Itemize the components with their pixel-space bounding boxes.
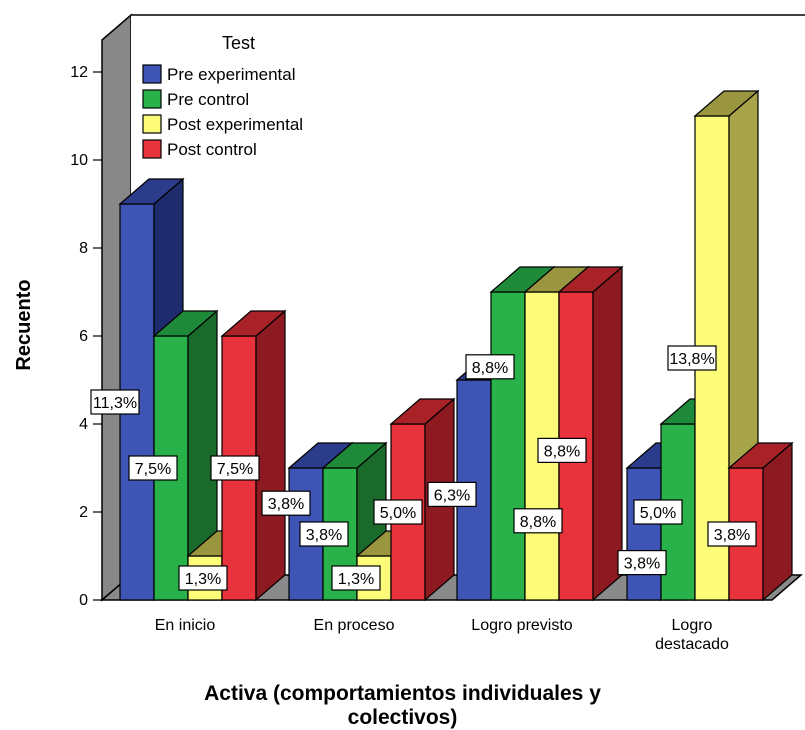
data-label-text: 11,3% xyxy=(93,395,137,412)
data-label-text: 7,5% xyxy=(217,461,253,478)
legend-label: Post control xyxy=(167,140,257,159)
y-axis: 0 2 4 6 8 10 12 xyxy=(70,64,102,609)
y-tick-label: 8 xyxy=(79,240,88,257)
data-label-text: 6,3% xyxy=(434,487,470,504)
data-label: 3,8% xyxy=(299,521,349,547)
bar xyxy=(727,441,794,602)
data-label: 1,3% xyxy=(178,565,228,591)
data-label: 1,3% xyxy=(331,565,381,591)
legend-label: Post experimental xyxy=(167,115,303,134)
y-tick-label: 12 xyxy=(70,64,88,81)
x-axis-title: Activa (comportamientos individuales y c… xyxy=(0,682,805,730)
legend-item: Post experimental xyxy=(142,114,303,134)
data-label: 6,3% xyxy=(427,481,477,507)
data-label-box xyxy=(331,565,381,591)
bar-top xyxy=(727,442,794,469)
bar-top xyxy=(118,178,185,205)
x-axis: En inicio En proceso Logro previsto Logro de… xyxy=(155,617,729,653)
data-label-text: 8,8% xyxy=(520,514,556,531)
data-label-text: 1,3% xyxy=(185,571,221,588)
data-label: 8,8% xyxy=(537,437,587,463)
legend: Test Pre experimental Pre control Post expe… xyxy=(142,33,303,159)
data-label-text: 7,5% xyxy=(135,461,171,478)
legend-swatch xyxy=(142,89,162,109)
x-axis-title-line: colectivos) xyxy=(347,706,458,729)
data-label-box xyxy=(427,481,477,507)
y-tick-label: 6 xyxy=(79,328,88,345)
bar-top xyxy=(557,266,624,293)
bar-top xyxy=(389,398,456,425)
legend-swatch xyxy=(142,139,162,159)
data-label-text: 3,8% xyxy=(306,527,342,544)
data-label-text: 1,3% xyxy=(338,571,374,588)
y-axis-title: Recuento xyxy=(13,279,35,370)
x-tick-label: En inicio xyxy=(155,617,216,634)
data-label-box xyxy=(513,508,563,534)
data-label-text: 3,8% xyxy=(268,496,304,513)
y-tick-label: 2 xyxy=(79,504,88,521)
data-label-text: 5,0% xyxy=(640,505,676,522)
data-label-text: 5,0% xyxy=(380,505,416,522)
data-label-box xyxy=(707,521,757,547)
legend-item: Pre experimental xyxy=(142,64,296,84)
data-label-box xyxy=(465,354,515,380)
bar-front xyxy=(490,291,526,601)
data-label: 3,8% xyxy=(261,490,311,516)
data-label: 8,8% xyxy=(513,508,563,534)
legend-swatch xyxy=(142,64,162,84)
bar-top xyxy=(321,442,388,469)
y-tick-label: 4 xyxy=(79,416,88,433)
chart-walls xyxy=(99,13,805,602)
data-label: 7,5% xyxy=(210,455,260,481)
data-labels: 11,3%7,5%1,3%7,5%3,8%3,8%1,3%5,0%6,3%8,8… xyxy=(90,345,757,591)
data-label-box xyxy=(210,455,260,481)
data-label-box xyxy=(178,565,228,591)
x-tick-label: Logro previsto xyxy=(471,617,572,634)
x-tick-label: En proceso xyxy=(314,617,395,634)
data-label-box xyxy=(299,521,349,547)
data-label: 8,8% xyxy=(465,354,515,380)
data-label-box xyxy=(633,499,683,525)
x-tick-label: Logro xyxy=(672,617,713,634)
x-tick-label: destacado xyxy=(655,636,729,653)
data-label-text: 3,8% xyxy=(624,556,660,573)
data-label: 7,5% xyxy=(128,455,178,481)
bar xyxy=(557,265,624,602)
legend-swatch xyxy=(142,114,162,134)
bar-side xyxy=(762,441,793,602)
bar-top xyxy=(220,310,287,337)
data-label-box xyxy=(667,345,717,371)
data-label-box xyxy=(261,490,311,516)
x-axis-title-line: Activa (comportamientos individuales y xyxy=(204,682,601,705)
data-label-text: 8,8% xyxy=(544,443,580,460)
data-label-box xyxy=(90,389,140,415)
data-label: 3,8% xyxy=(707,521,757,547)
legend-label: Pre control xyxy=(167,90,249,109)
data-label-text: 13,8% xyxy=(669,351,714,368)
data-label: 5,0% xyxy=(373,499,423,525)
legend-item: Pre control xyxy=(142,89,249,109)
data-label-text: 8,8% xyxy=(472,360,508,377)
data-label-text: 3,8% xyxy=(714,527,750,544)
legend-item: Post control xyxy=(142,139,257,159)
legend-title: Test xyxy=(222,33,255,53)
y-tick-label: 0 xyxy=(79,592,88,609)
data-label-box xyxy=(617,549,667,576)
legend-label: Pre experimental xyxy=(167,65,296,84)
back-wall xyxy=(131,15,805,575)
bar-top xyxy=(693,90,760,117)
bar-side xyxy=(255,309,286,602)
data-label: 5,0% xyxy=(633,499,683,525)
data-label: 3,8% xyxy=(617,549,667,576)
data-label: 11,3% xyxy=(90,389,140,415)
data-label: 13,8% xyxy=(667,345,717,371)
data-label-box xyxy=(537,437,587,463)
data-label-box xyxy=(373,499,423,525)
bar-top xyxy=(152,310,219,337)
bar-front xyxy=(626,467,662,601)
data-label-box xyxy=(128,455,178,481)
y-tick-label: 10 xyxy=(70,152,88,169)
